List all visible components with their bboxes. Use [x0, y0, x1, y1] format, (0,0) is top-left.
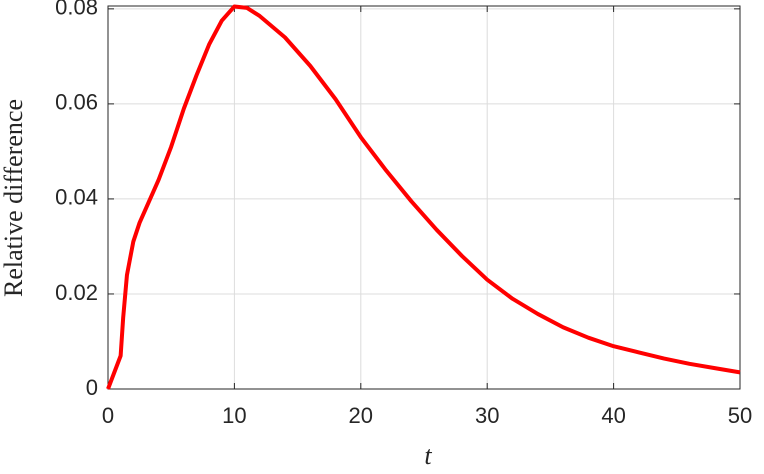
x-tick-label: 50 [728, 403, 752, 428]
x-tick-label: 10 [222, 403, 246, 428]
y-tick-label: 0 [86, 375, 98, 400]
x-tick-label: 20 [349, 403, 373, 428]
y-axis-label: Relative difference [0, 99, 28, 297]
plot-frame [107, 5, 741, 390]
data-line [106, 4, 741, 390]
y-tick-label: 0.02 [55, 280, 98, 305]
x-tick-label: 0 [102, 403, 114, 428]
y-tick-label: 0.04 [55, 185, 98, 210]
y-tick-label: 0.08 [55, 0, 98, 20]
x-axis-label: t [424, 441, 432, 470]
x-tick-label: 40 [601, 403, 625, 428]
y-tick-label: 0.06 [55, 90, 98, 115]
x-tick-label: 30 [475, 403, 499, 428]
